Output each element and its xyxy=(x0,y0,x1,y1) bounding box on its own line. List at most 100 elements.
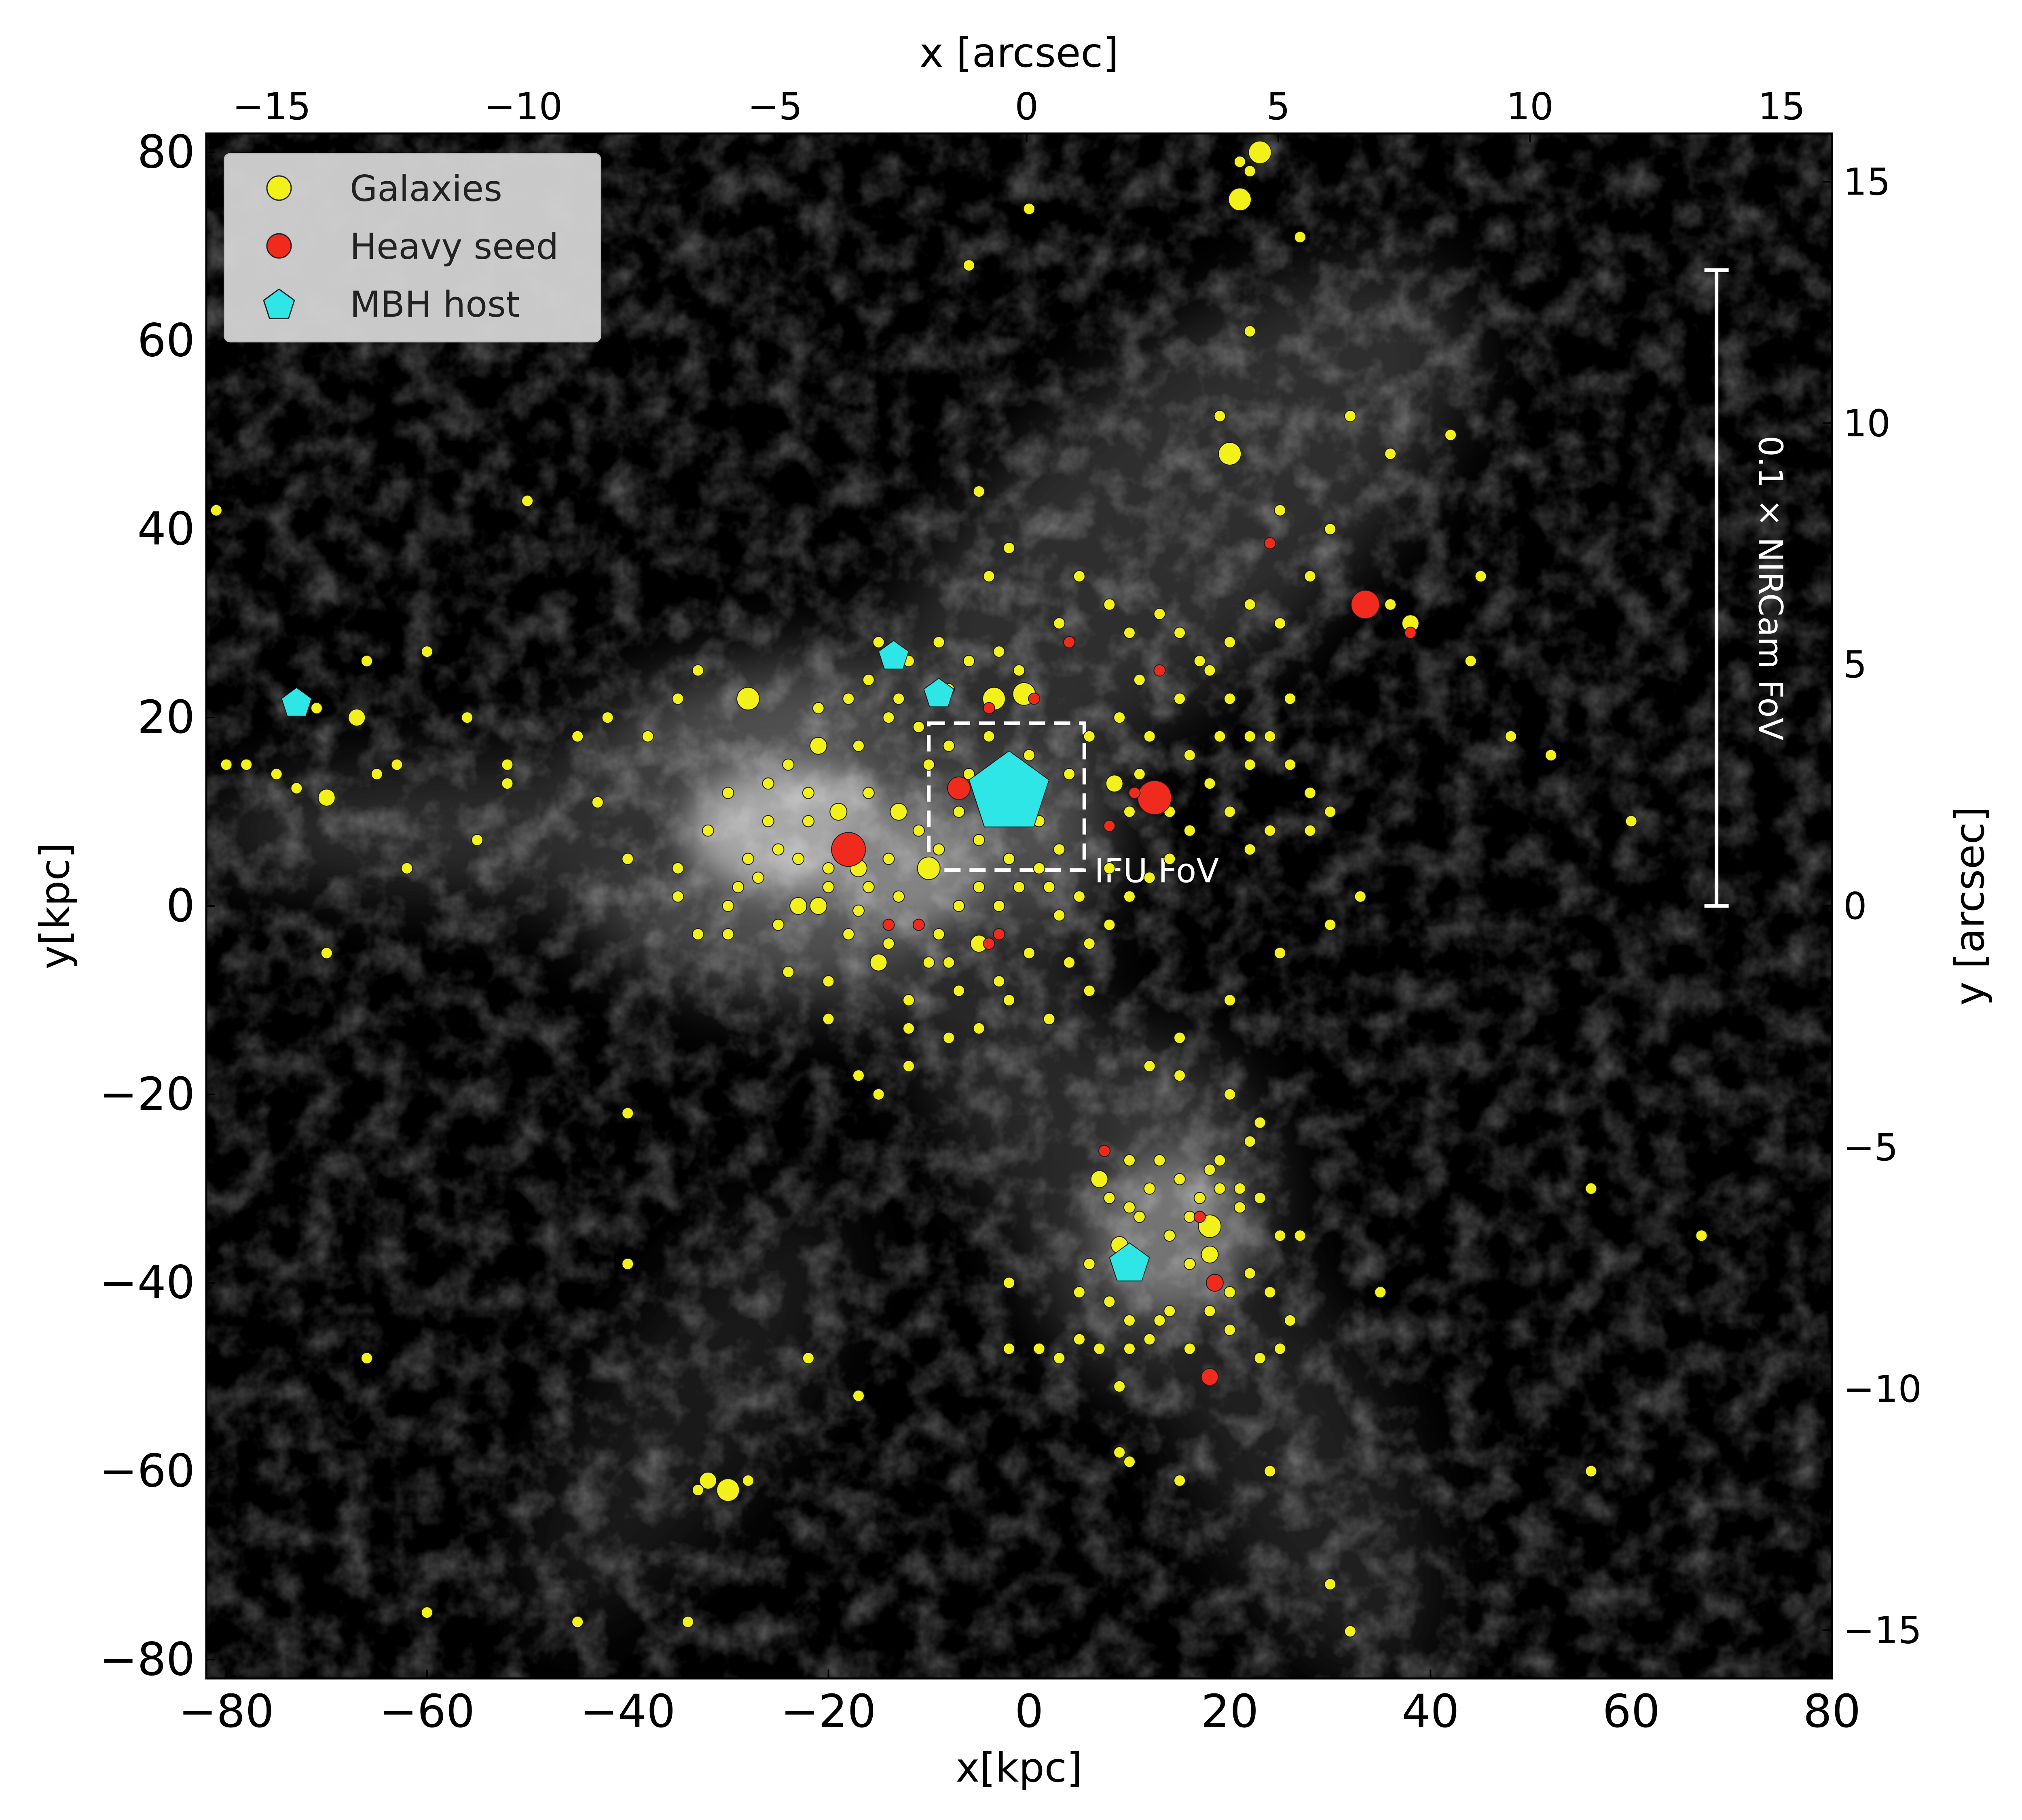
galaxies-point xyxy=(1324,1578,1337,1591)
galaxies-point xyxy=(862,787,875,799)
galaxies-point xyxy=(852,740,865,752)
galaxies-point xyxy=(962,655,975,667)
galaxies-point xyxy=(348,709,366,727)
galaxies-point xyxy=(1123,1201,1136,1214)
galaxies-point xyxy=(1083,730,1096,743)
galaxies-point xyxy=(993,975,1005,988)
galaxies-point xyxy=(903,1022,915,1035)
galaxies-point xyxy=(601,711,614,724)
galaxies-point xyxy=(912,721,925,733)
galaxies-point xyxy=(1183,824,1196,837)
galaxies-point xyxy=(1073,570,1085,582)
galaxies-point xyxy=(862,673,875,686)
top-x-tick-label: −15 xyxy=(233,85,311,128)
galaxies-point xyxy=(1244,325,1256,338)
ifu-fov-box xyxy=(927,721,1086,872)
galaxies-point xyxy=(822,975,835,988)
mbh-host-point xyxy=(1109,1242,1150,1282)
galaxies-point xyxy=(922,956,935,969)
galaxies-point xyxy=(672,862,684,874)
galaxies-point xyxy=(1254,1192,1266,1204)
galaxies-point xyxy=(672,890,684,903)
galaxies-point xyxy=(1384,447,1397,460)
right-y-tick-label: 10 xyxy=(1843,402,1891,445)
galaxies-point xyxy=(1103,918,1116,931)
y-tick-label: 40 xyxy=(137,503,195,555)
galaxies-point xyxy=(1545,749,1557,762)
galaxies-point xyxy=(890,803,908,821)
mbh-host-point xyxy=(969,750,1050,827)
galaxies-point xyxy=(1063,956,1076,969)
galaxies-point xyxy=(1003,542,1015,554)
galaxies-point xyxy=(571,1616,584,1628)
galaxies-point xyxy=(1123,1154,1136,1166)
galaxies-point xyxy=(802,787,814,799)
heavy-seed-point xyxy=(993,928,1005,940)
x-axis-label: x[kpc] xyxy=(956,1744,1083,1791)
galaxies-point xyxy=(622,1258,634,1270)
heavy-seed-point xyxy=(1264,537,1276,550)
galaxies-point xyxy=(912,824,925,837)
galaxies-point xyxy=(1073,1286,1085,1298)
galaxies-point xyxy=(1474,570,1487,582)
galaxies-point xyxy=(1133,768,1146,780)
galaxies-point xyxy=(1113,1380,1126,1393)
galaxies-point xyxy=(1224,692,1236,705)
galaxies-point xyxy=(1183,1342,1196,1355)
y-axis-label: y[kpc] xyxy=(31,842,78,969)
y-tick-label: 80 xyxy=(137,126,195,179)
heavy-seed-point xyxy=(1351,590,1380,619)
galaxies-point xyxy=(317,789,336,807)
x-tick-label: 80 xyxy=(1803,1685,1861,1738)
galaxies-point xyxy=(943,956,955,969)
galaxies-point xyxy=(1153,1314,1166,1327)
galaxies-point xyxy=(933,843,945,856)
galaxies-point xyxy=(809,897,827,915)
galaxies-point xyxy=(1264,824,1276,837)
galaxies-point xyxy=(1043,881,1055,893)
top-x-tick-label: 10 xyxy=(1506,85,1554,128)
heavy-seed-point xyxy=(1404,626,1417,639)
galaxies-point xyxy=(1324,918,1337,931)
galaxies-point xyxy=(1244,598,1256,611)
galaxies-point xyxy=(1174,1069,1186,1082)
galaxies-point xyxy=(1003,1276,1015,1289)
nircam-scale-bar xyxy=(1704,268,1729,908)
x-tick-label: −20 xyxy=(780,1685,876,1738)
galaxies-point xyxy=(973,834,985,846)
galaxies-point xyxy=(1374,1286,1387,1298)
galaxies-point xyxy=(1053,617,1066,630)
galaxies-point xyxy=(1163,1305,1176,1317)
right-y-tick-label: −5 xyxy=(1843,1126,1898,1169)
legend: Galaxies Heavy seed MBH host xyxy=(224,153,601,343)
galaxies-point xyxy=(1264,730,1276,743)
galaxies-point xyxy=(1143,872,1156,884)
galaxies-point xyxy=(1354,890,1366,903)
galaxies-point xyxy=(1233,155,1246,168)
galaxies-point xyxy=(1264,1465,1276,1477)
galaxies-point xyxy=(1123,626,1136,639)
galaxies-point xyxy=(1244,1267,1256,1280)
right-y-axis-label: y [arcsec] xyxy=(1946,806,1993,1006)
heavy-seed-point xyxy=(983,938,995,950)
y-tick-label: 0 xyxy=(166,880,195,932)
galaxies-point xyxy=(962,259,975,272)
x-tick-label: 60 xyxy=(1602,1685,1660,1738)
galaxies-point xyxy=(1174,1474,1186,1487)
heavy-seed-point xyxy=(1193,1211,1206,1223)
galaxies-point xyxy=(240,758,253,771)
galaxies-point xyxy=(1224,1324,1236,1336)
galaxies-point xyxy=(1113,711,1126,724)
data-points xyxy=(210,140,1708,1638)
galaxies-point xyxy=(882,853,895,865)
galaxies-point xyxy=(1123,806,1136,818)
galaxies-point xyxy=(792,853,805,865)
galaxies-point xyxy=(692,664,704,677)
galaxies-point xyxy=(822,1013,835,1025)
galaxies-point xyxy=(1143,1333,1156,1346)
galaxies-point xyxy=(1003,1342,1015,1355)
galaxies-point xyxy=(521,495,534,507)
galaxies-point xyxy=(1053,909,1066,922)
galaxies-point xyxy=(1304,824,1316,837)
galaxies-point xyxy=(1053,843,1066,856)
